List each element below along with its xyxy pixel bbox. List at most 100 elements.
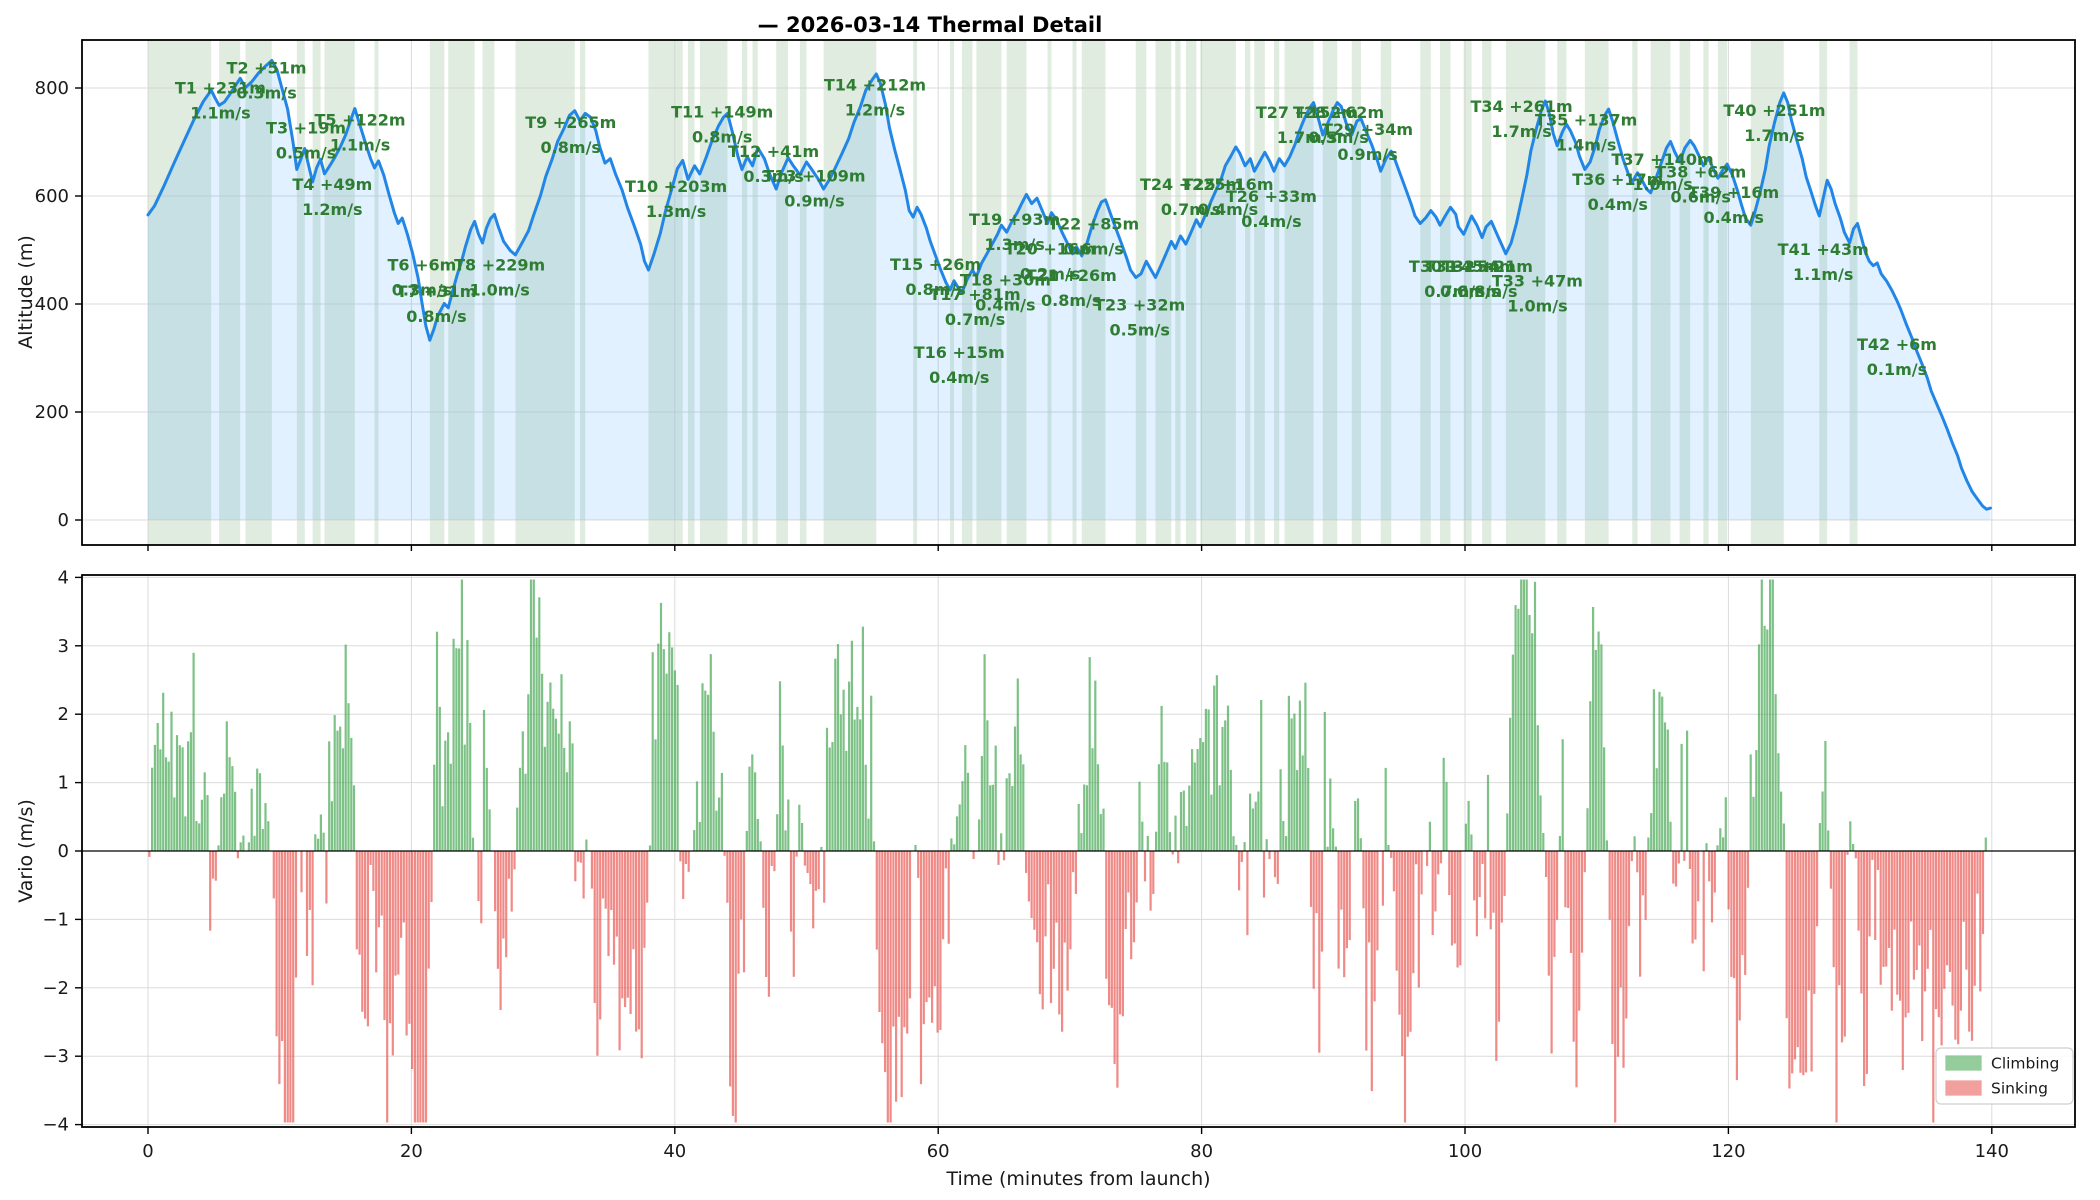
sink-bar [1641,851,1644,896]
climb-bar [1210,794,1213,851]
climb-bar [565,772,569,851]
sink-bar [1857,851,1860,931]
sink-bar [723,851,726,856]
climb-bar [1218,785,1221,851]
climb-bar [314,834,317,851]
vario-tick-label: −2 [42,978,69,999]
sink-bar [1810,851,1813,1072]
sink-bar [1843,851,1846,1037]
sink-bar [1492,851,1495,913]
sink-bar [1381,851,1384,906]
sink-bar [1735,851,1738,1081]
sink-bar [1943,851,1946,989]
thermal-gain-text: T24 +225m [1140,175,1242,194]
climb-bar [1168,832,1171,851]
climb-bar [836,644,840,851]
thermal-gain-text: T32 +21m [1442,257,1533,276]
climb-bar [668,632,671,851]
sink-bar [388,851,392,1024]
sink-bar [1262,851,1266,898]
climb-bar [463,744,466,851]
sink-bar [1785,851,1788,1019]
thermal-rate-text: 1.7m/s [1744,126,1804,145]
thermal-rate-text: 1.4m/s [1556,135,1616,154]
climb-bar [239,842,242,851]
climb-bar [798,804,801,851]
sink-bar [765,851,768,977]
sink-bar [289,851,292,1123]
climb-bar [1304,682,1307,851]
climb-bar [1019,754,1022,851]
sink-bar [582,851,585,899]
sink-bar [1915,851,1918,970]
sink-bar [875,851,878,950]
climb-bar [328,741,331,851]
sink-bar [1500,851,1503,923]
climb-bar [1000,833,1003,851]
climb-bar [529,579,533,851]
sink-bar [1312,851,1315,989]
climb-bar [1265,839,1268,851]
climb-bar [167,761,170,851]
sink-bar [278,851,281,1085]
climb-bar [1525,579,1528,851]
sink-bar [1865,851,1868,1074]
climb-band [1284,40,1314,545]
climb-bar [256,768,259,851]
sink-bar [1710,851,1714,923]
climb-bar [1085,785,1089,851]
climb-bar [261,829,264,851]
sink-bar [1025,851,1028,873]
sink-bar [878,851,881,1012]
climb-bar [784,830,787,851]
vario-tick-label: −1 [42,909,69,930]
climb-bar [1229,769,1232,851]
climb-bar [1359,838,1362,851]
sink-bar [1567,851,1570,908]
thermal-label-T32: T32 +21m 0.8m/s [1442,257,1533,301]
sink-bar [601,851,605,899]
climb-band [219,40,241,545]
climb-bar [339,726,342,851]
climb-bar [1287,695,1290,851]
climb-bar [872,841,876,851]
sink-bar [1951,851,1954,1006]
climb-bar [839,714,842,851]
climb-bar [654,739,657,851]
thermal-label-T29: T29 +34m 0.9m/s [1322,120,1413,164]
sink-bar [1171,851,1174,855]
sink-bar [1840,851,1844,1043]
sink-bar [612,851,616,965]
sink-bar [646,851,649,903]
thermal-label-T22: T22 +85m 0.6m/s [1048,214,1139,258]
vario-axis-label: Vario (m/s) [15,799,37,903]
sink-bar [305,851,309,956]
climb-band [741,40,748,545]
sink-bar [729,851,732,1087]
climb-bar [914,845,917,851]
sink-bar [400,851,403,938]
sink-bar [1105,851,1108,979]
climb-bar [1384,767,1387,851]
sink-bar [640,851,643,1059]
thermal-gain-text: T34 +261m [1471,97,1573,116]
climb-bar [1296,770,1299,851]
thermal-gain-text: T5 +122m [314,110,405,129]
climb-bar [181,747,184,851]
sink-bar [1395,851,1398,971]
sink-bar [925,851,928,1003]
sink-bar [1069,851,1072,950]
sink-bar [1874,851,1877,940]
climb-bar [549,682,552,851]
sink-bar [684,851,687,864]
sink-bar [1813,851,1816,994]
climb-bar [560,674,563,851]
climb-bar [1329,778,1332,851]
thermal-rate-text: 0.5m/s [1110,320,1170,339]
climb-bar [1984,837,1987,851]
thermal-label-T2: T2 +51m 0.3m/s [227,58,307,102]
thermal-label-T18: T18 +30m 0.4m/s [960,271,1051,315]
sink-bar [1061,851,1064,1032]
thermal-label-T42: T42 +6m 0.1m/s [1857,335,1937,379]
thermal-annotations: T1 +231m 1.1m/s T2 +51m 0.3m/s T3 +19m 0.5m/s… [175,58,1937,387]
